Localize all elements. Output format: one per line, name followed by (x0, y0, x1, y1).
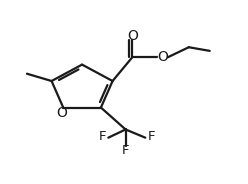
Text: O: O (127, 29, 138, 43)
Text: F: F (148, 130, 155, 143)
Text: F: F (98, 130, 106, 143)
Text: O: O (57, 106, 67, 120)
Text: F: F (122, 144, 129, 157)
Text: O: O (157, 50, 168, 64)
